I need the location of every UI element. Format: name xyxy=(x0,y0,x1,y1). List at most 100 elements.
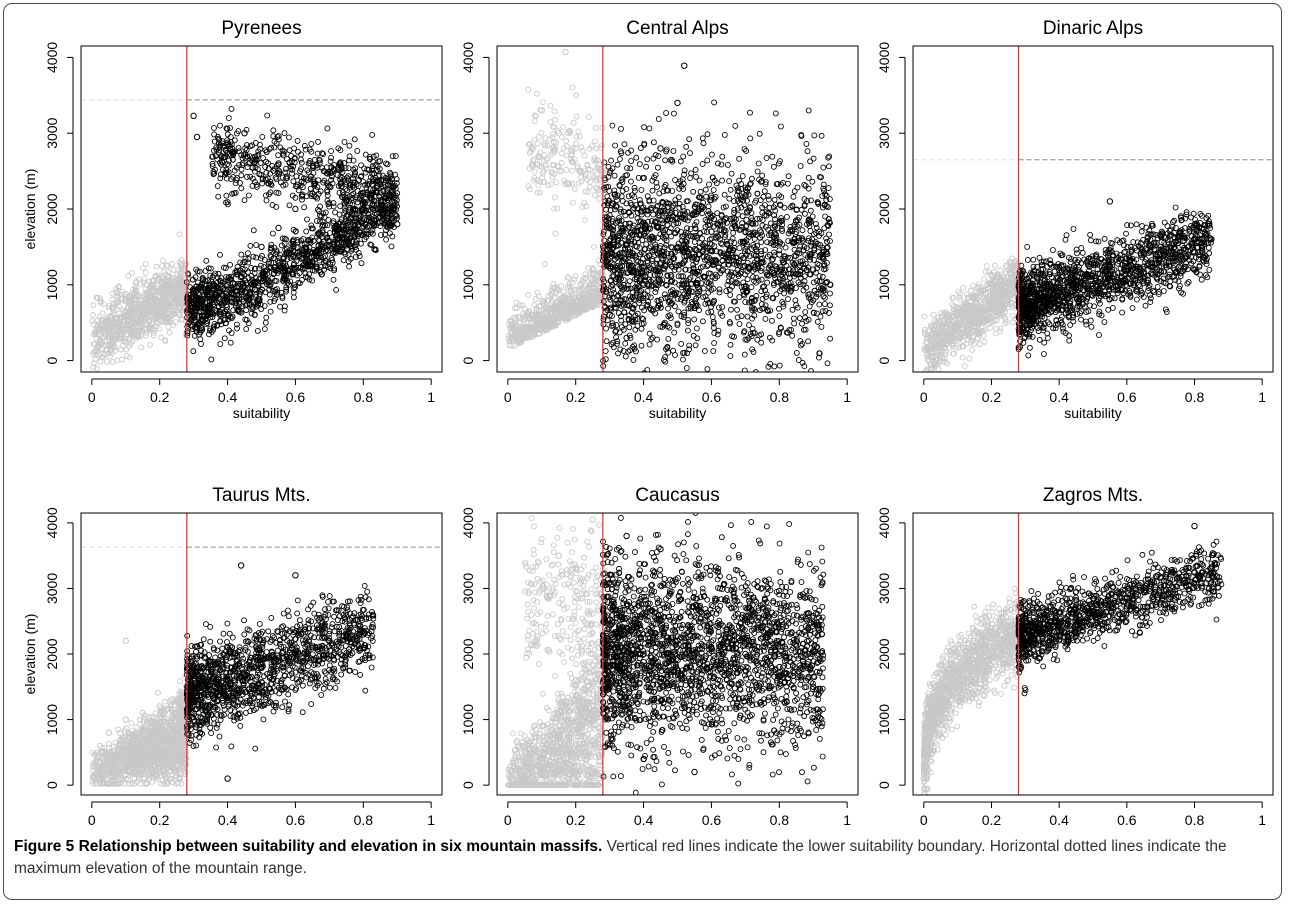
excluded-point xyxy=(571,186,578,192)
selected-point xyxy=(232,269,239,276)
selected-point xyxy=(813,310,820,317)
excluded-point xyxy=(109,296,116,303)
selected-point xyxy=(262,147,269,154)
selected-point xyxy=(310,178,317,185)
excluded-point xyxy=(541,261,548,268)
selected-point xyxy=(632,284,639,291)
excluded-point xyxy=(531,301,538,308)
selected-point xyxy=(327,265,334,272)
selected-point xyxy=(273,247,280,254)
selected-point xyxy=(827,290,833,297)
selected-point xyxy=(672,352,678,358)
selected-point xyxy=(780,300,787,307)
selected-point xyxy=(292,183,299,190)
selected-point xyxy=(667,293,674,300)
selected-point xyxy=(731,198,737,205)
selected-point xyxy=(212,153,219,159)
selected-point xyxy=(338,179,345,186)
selected-point xyxy=(651,371,654,372)
selected-point xyxy=(365,180,372,187)
excluded-point xyxy=(583,306,590,313)
selected-point xyxy=(348,191,355,198)
selected-point xyxy=(678,273,685,280)
selected-point xyxy=(366,178,373,185)
selected-point xyxy=(217,122,223,129)
selected-point xyxy=(272,174,279,181)
data-point-selected xyxy=(377,213,384,220)
selected-point xyxy=(328,173,335,180)
excluded-point xyxy=(94,345,101,352)
excluded-point xyxy=(553,303,560,310)
selected-point xyxy=(611,172,618,179)
excluded-point xyxy=(591,244,597,250)
selected-point xyxy=(278,242,285,249)
excluded-point xyxy=(589,304,596,311)
selected-point xyxy=(211,125,217,131)
selected-point xyxy=(692,225,699,232)
selected-point xyxy=(642,246,649,253)
excluded-point xyxy=(598,142,605,149)
selected-point xyxy=(601,278,608,285)
selected-point xyxy=(759,204,766,211)
selected-point xyxy=(244,250,251,257)
excluded-point xyxy=(171,303,178,310)
excluded-point xyxy=(549,174,556,181)
excluded-point xyxy=(158,284,165,291)
selected-point xyxy=(290,240,297,247)
selected-point xyxy=(216,303,222,310)
selected-point xyxy=(710,285,717,292)
selected-point xyxy=(786,270,792,277)
excluded-point xyxy=(582,271,589,278)
excluded-point xyxy=(147,341,153,348)
selected-point xyxy=(726,195,733,202)
excluded-point xyxy=(591,303,598,309)
selected-point xyxy=(337,147,344,154)
selected-point xyxy=(297,156,304,163)
selected-point xyxy=(819,193,826,199)
excluded-point xyxy=(553,179,560,186)
selected-point xyxy=(265,160,271,167)
excluded-point xyxy=(105,317,112,324)
selected-point xyxy=(336,220,343,227)
selected-point xyxy=(213,308,219,315)
selected-point xyxy=(319,150,326,157)
selected-point xyxy=(827,238,833,245)
excluded-point xyxy=(595,296,602,303)
selected-point xyxy=(778,325,784,332)
excluded-point xyxy=(172,319,179,326)
selected-point xyxy=(218,153,225,160)
selected-point xyxy=(343,218,350,225)
selected-point xyxy=(768,317,775,324)
selected-point xyxy=(278,179,284,186)
selected-point xyxy=(641,307,648,314)
excluded-point xyxy=(538,129,545,136)
excluded-point xyxy=(89,317,96,324)
data-point-excluded xyxy=(105,325,113,332)
selected-point xyxy=(618,150,625,157)
selected-point xyxy=(303,228,310,235)
selected-point xyxy=(642,274,649,281)
selected-point xyxy=(253,242,260,248)
selected-point xyxy=(277,303,283,310)
excluded-point xyxy=(572,273,579,280)
selected-point xyxy=(758,248,765,255)
selected-point xyxy=(351,221,358,228)
selected-point xyxy=(715,327,722,334)
selected-point xyxy=(239,160,246,167)
selected-point xyxy=(650,211,657,218)
selected-point xyxy=(712,193,719,200)
selected-point xyxy=(291,159,298,166)
excluded-point xyxy=(117,335,124,342)
data-points xyxy=(95,112,401,338)
selected-point xyxy=(621,141,628,148)
selected-point xyxy=(805,185,812,192)
selected-point xyxy=(741,367,748,372)
selected-point xyxy=(281,307,288,314)
selected-point xyxy=(359,198,366,205)
selected-point xyxy=(637,145,644,152)
excluded-point xyxy=(563,298,570,305)
selected-point xyxy=(683,365,690,371)
selected-point xyxy=(687,150,693,157)
excluded-point xyxy=(174,292,181,299)
excluded-point xyxy=(586,183,593,190)
